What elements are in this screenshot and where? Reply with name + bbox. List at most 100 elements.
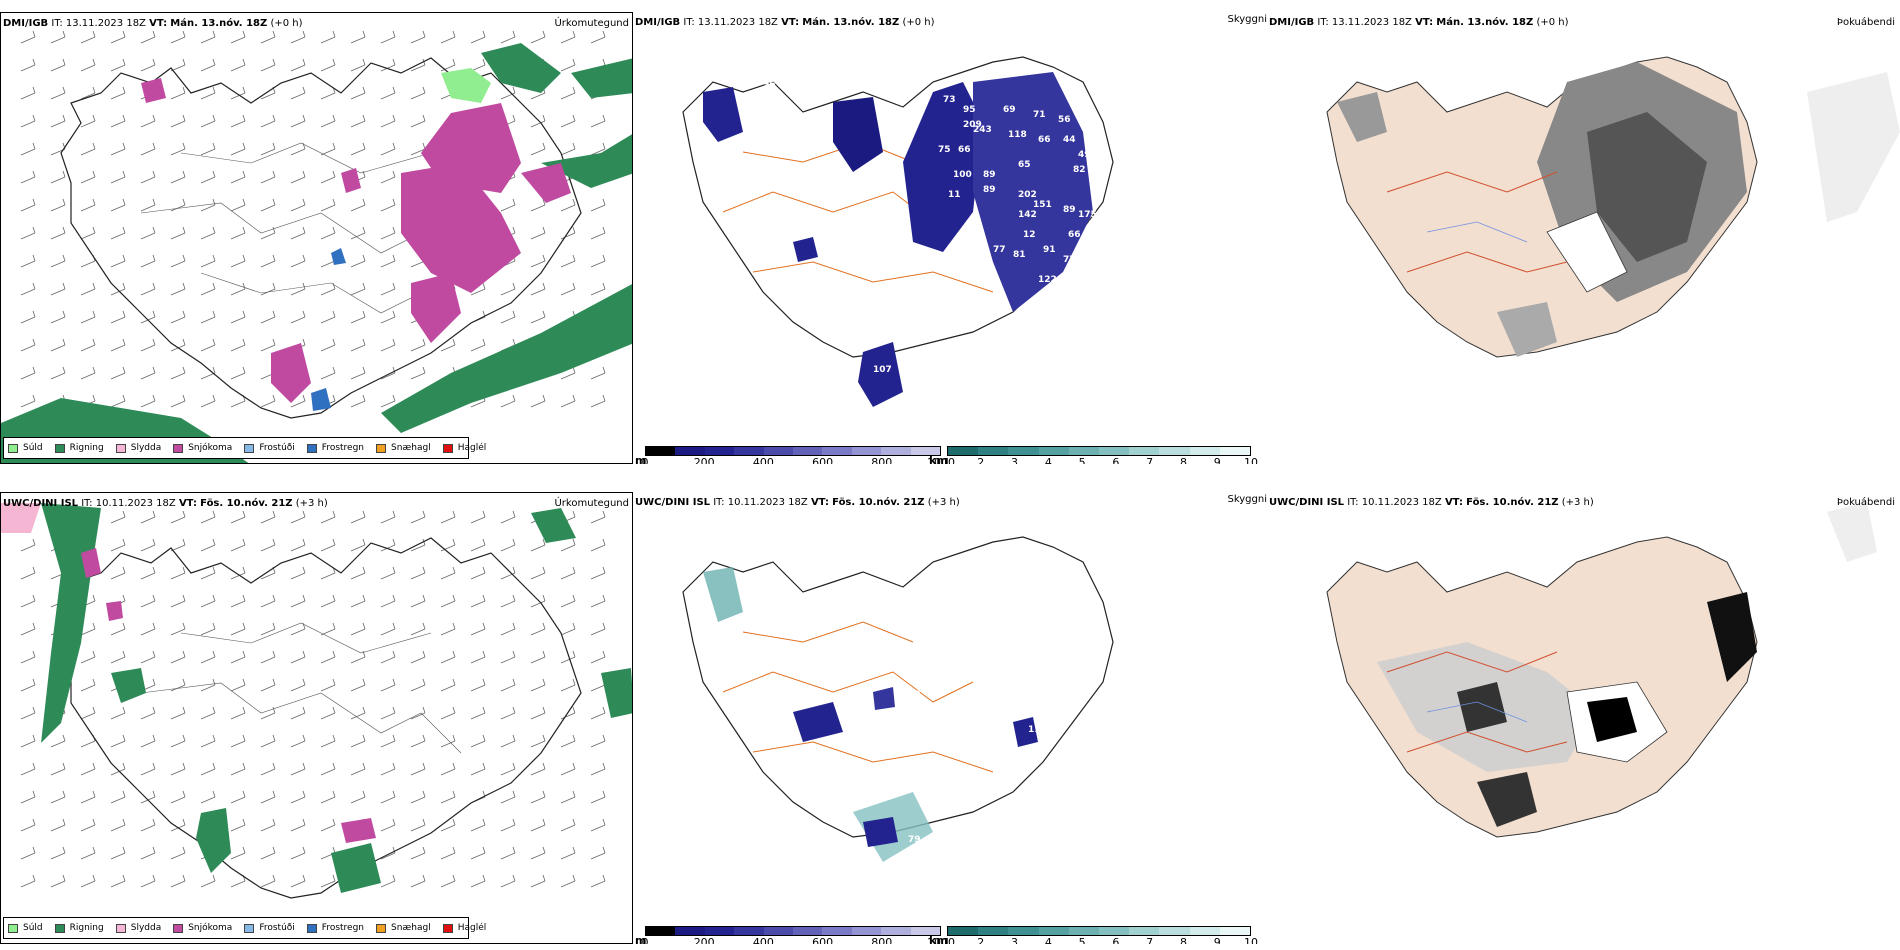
wind-barb [530,852,546,860]
wind-barb-flag [572,86,576,94]
wind-barb [440,852,456,860]
wind-barb [20,232,36,240]
wind-barb [110,880,126,888]
wind-barb-flag [212,734,216,742]
wind-barb-flag [302,114,306,122]
wind-barb-flag [212,114,216,122]
wind-barb [380,768,396,776]
wind-barb [20,36,36,44]
wind-barb-flag [422,86,426,94]
visibility-label: 100 [953,170,972,180]
wind-barb [80,36,96,44]
wind-barb [470,684,486,692]
wind-barb [590,572,606,580]
wind-barb-flag [32,142,36,150]
wind-barb-flag [152,818,156,826]
visibility-label: 142 [1018,210,1037,220]
wind-barb [410,768,426,776]
wind-barb [290,796,306,804]
legend-item: Snjókoma [173,443,232,453]
wind-barb-flag [482,594,486,602]
wind-barb-flag [182,650,186,658]
wind-barb [500,288,516,296]
wind-barb [380,544,396,552]
wind-barb-flag [392,762,396,770]
wind-barb [380,824,396,832]
wind-barb-flag [242,366,246,374]
wind-barb [380,92,396,100]
legend-swatch [442,443,453,453]
legend-swatch [244,923,255,933]
colorbar-segment [910,447,941,455]
wind-barb [170,400,186,408]
wind-barb-flag [362,790,366,798]
wind-barb-flag [332,818,336,826]
wind-barb-flag [572,114,576,122]
wind-barb-flag [602,198,606,206]
wind-barb [50,852,66,860]
wind-barb [260,572,276,580]
wind-barb-flag [122,706,126,714]
wind-barb-flag [92,874,96,882]
wind-barb [500,400,516,408]
wind-barb-flag [602,650,606,658]
wind-barb [260,316,276,324]
wind-barb [290,36,306,44]
wind-barb [320,880,336,888]
wind-barb-flag [362,366,366,374]
wind-barb [140,288,156,296]
wind-barb [110,92,126,100]
wind-barb [590,544,606,552]
colorbar-segment [704,447,735,455]
colorbar-tick-label: 400 [752,456,774,464]
ceiling-colorbar [645,926,941,936]
wind-barb [380,600,396,608]
wind-barb [410,880,426,888]
wind-barb-flag [302,510,306,518]
wind-barb [590,684,606,692]
wind-barb [170,768,186,776]
wind-barb [560,768,576,776]
wind-barb-flag [242,846,246,854]
wind-barb-flag [182,366,186,374]
wind-barb [350,656,366,664]
wind-barb-flag [122,114,126,122]
wind-barb-flag [452,678,456,686]
fog-index-panel-bottom: UWC/DINI ISL IT: 10.11.2023 18Z VT: Fös.… [1267,492,1900,944]
wind-barb-flag [392,226,396,234]
colorbar-segment [910,927,941,935]
wind-barb-flag [242,650,246,658]
wind-barb [380,148,396,156]
wind-barb [140,572,156,580]
wind-barb-flag [182,622,186,630]
wind-barb [110,852,126,860]
wind-barb [320,796,336,804]
wind-barb [380,684,396,692]
wind-barb [560,372,576,380]
wind-barb-flag [602,226,606,234]
colorbar-segment [1219,927,1251,935]
wind-barb [560,232,576,240]
wind-barb-flag [32,762,36,770]
wind-barb [200,260,216,268]
colorbar-segment [675,447,705,455]
wind-barb [560,400,576,408]
wind-barb-flag [212,594,216,602]
wind-barb [20,712,36,720]
wind-barb-flag [182,114,186,122]
wind-barb-flag [512,282,516,290]
colorbar-segment [1159,927,1190,935]
visibility-label: 93 [893,860,906,870]
wind-barb [350,572,366,580]
wind-barb-flag [572,734,576,742]
colorbar-tick-label: 2 [977,936,985,944]
wind-barb-flag [482,338,486,346]
wind-barb-flag [542,254,546,262]
wind-barb [560,880,576,888]
wind-barb-flag [122,170,126,178]
wind-barb-flag [62,874,66,882]
wind-barb-flag [182,538,186,546]
visibility-label: 56 [1058,115,1071,125]
wind-barb [560,288,576,296]
wind-barb-flag [572,58,576,66]
